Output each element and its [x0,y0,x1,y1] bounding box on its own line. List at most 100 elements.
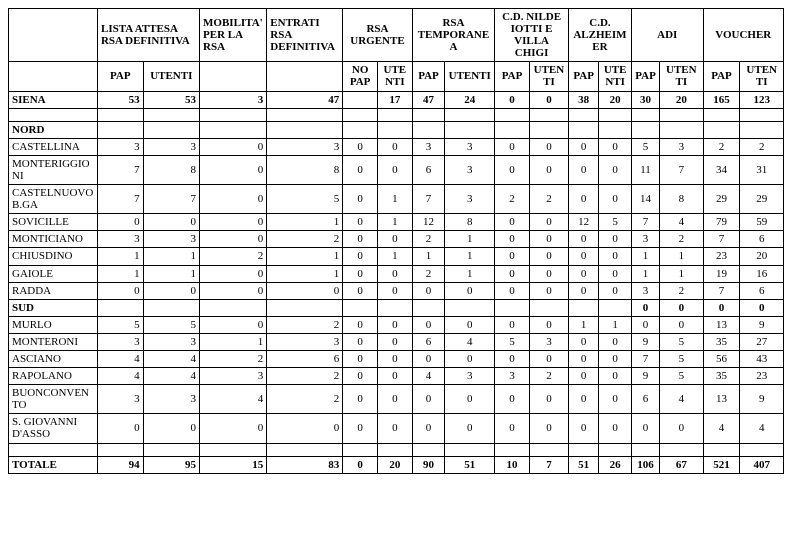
table-row: SUD0000 [9,299,784,316]
data-cell: 3 [445,185,495,214]
data-cell: 1 [568,316,598,333]
data-cell: 1 [97,248,143,265]
data-cell: 0 [495,350,530,367]
data-cell [599,299,632,316]
table-header: LISTA ATTESA RSA DEFINITIVA MOBILITA' PE… [9,9,784,92]
data-cell: 0 [599,155,632,184]
data-cell: 51 [445,456,495,473]
data-cell: 3 [267,138,343,155]
data-cell: 0 [143,214,199,231]
subheader-lista-ut: UTENTI [143,62,199,91]
data-cell: 24 [445,91,495,108]
spacer-cell [599,108,632,121]
data-cell: 5 [267,185,343,214]
data-cell: 2 [529,368,568,385]
header-rsa-temp: RSA TEMPORANEA [412,9,494,62]
data-cell: 4 [740,414,784,443]
data-cell: 34 [703,155,740,184]
data-cell: 9 [631,368,659,385]
data-cell: 51 [568,456,598,473]
data-cell: 0 [568,385,598,414]
data-cell: 521 [703,456,740,473]
data-cell: 6 [412,155,445,184]
data-cell: 0 [599,368,632,385]
data-cell: 7 [97,155,143,184]
data-cell: 35 [703,333,740,350]
subheader-v-ut: UTENTI [740,62,784,91]
data-cell: 7 [703,282,740,299]
data-cell: 47 [412,91,445,108]
subheader-nilde-pap: PAP [495,62,530,91]
data-cell: 31 [740,155,784,184]
data-cell: 0 [568,350,598,367]
spacer-cell [568,443,598,456]
row-name: SUD [9,299,98,316]
data-cell: 5 [660,333,703,350]
data-cell: 0 [495,214,530,231]
data-cell [343,121,378,138]
data-cell: 3 [445,368,495,385]
subheader-alz-pap: PAP [568,62,598,91]
data-cell: 7 [660,155,703,184]
data-cell: 0 [97,214,143,231]
data-cell: 30 [631,91,659,108]
data-cell: 16 [740,265,784,282]
data-cell: 2 [267,368,343,385]
data-cell: 3 [143,385,199,414]
data-cell: 0 [97,282,143,299]
row-name: SIENA [9,91,98,108]
data-cell: 0 [200,138,267,155]
data-cell: 4 [143,350,199,367]
data-cell: 20 [740,248,784,265]
row-name: S. GIOVANNI D'ASSO [9,414,98,443]
data-cell [445,121,495,138]
data-cell: 38 [568,91,598,108]
subheader-lista-pap: PAP [97,62,143,91]
data-cell [377,121,412,138]
data-cell: 2 [267,385,343,414]
data-cell [200,121,267,138]
data-cell: 0 [343,282,378,299]
row-name: BUONCONVENTO [9,385,98,414]
data-cell: 0 [529,385,568,414]
data-cell: 6 [740,282,784,299]
data-cell: 12 [412,214,445,231]
data-cell: 15 [200,456,267,473]
table-row: TOTALE949515830209051107512610667521407 [9,456,784,473]
data-cell [631,121,659,138]
spacer-cell [445,108,495,121]
data-cell [97,299,143,316]
header-voucher: VOUCHER [703,9,783,62]
data-cell: 19 [703,265,740,282]
row-name: MONTICIANO [9,231,98,248]
data-cell: 26 [599,456,632,473]
data-cell [97,121,143,138]
data-cell: 59 [740,214,784,231]
data-cell: 7 [529,456,568,473]
data-cell: 0 [267,282,343,299]
table-row: MONTERONI331300645300953527 [9,333,784,350]
data-cell: 0 [412,414,445,443]
data-cell: 0 [343,138,378,155]
data-cell: 3 [97,138,143,155]
data-cell: 5 [97,316,143,333]
data-cell: 0 [495,316,530,333]
data-cell: 0 [97,414,143,443]
data-cell: 0 [200,185,267,214]
data-cell: 1 [267,265,343,282]
data-cell: 0 [599,185,632,214]
data-cell [703,121,740,138]
row-name: RAPOLANO [9,368,98,385]
data-cell: 0 [343,214,378,231]
data-cell: 1 [445,231,495,248]
data-cell: 67 [660,456,703,473]
data-cell: 1 [412,248,445,265]
data-cell: 0 [377,385,412,414]
data-cell: 13 [703,385,740,414]
data-cell: 5 [143,316,199,333]
data-cell: 0 [529,138,568,155]
data-cell: 0 [660,299,703,316]
table-row: CASTELLINA3303003300005322 [9,138,784,155]
data-cell: 0 [343,333,378,350]
data-cell: 7 [143,185,199,214]
